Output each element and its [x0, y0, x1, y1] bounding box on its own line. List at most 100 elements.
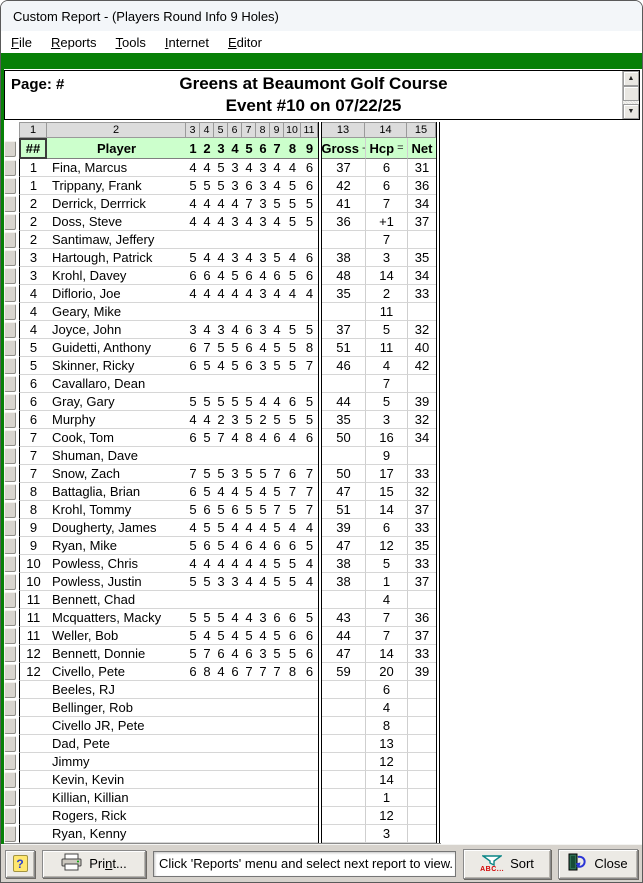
row-selector[interactable]: [4, 412, 16, 428]
menu-tools[interactable]: Tools: [115, 34, 146, 50]
row-selector[interactable]: [4, 250, 16, 266]
row-selector[interactable]: [4, 430, 16, 446]
scroll-up-icon[interactable]: [623, 71, 639, 86]
header-player-cell[interactable]: Player: [47, 138, 186, 159]
row-selector[interactable]: [4, 502, 16, 518]
table-row[interactable]: 2 Santimaw, Jeffery 7: [4, 231, 441, 249]
row-selector[interactable]: [4, 538, 16, 554]
sort-button[interactable]: ABC... Sort: [463, 848, 551, 879]
row-selector[interactable]: [4, 808, 16, 824]
row-selector[interactable]: [4, 178, 16, 194]
help-button[interactable]: ?: [5, 849, 35, 878]
table-row[interactable]: Dad, Pete 13: [4, 735, 441, 753]
row-selector[interactable]: [4, 268, 16, 284]
header-number-cell[interactable]: ##: [19, 138, 47, 159]
table-row[interactable]: Killian, Killian 1: [4, 789, 441, 807]
table-row[interactable]: Ryan, Kenny 3: [4, 825, 441, 843]
table-row[interactable]: Beeles, RJ 6: [4, 681, 441, 699]
row-selector[interactable]: [4, 322, 16, 338]
table-row[interactable]: Rogers, Rick 12: [4, 807, 441, 825]
row-selector[interactable]: [4, 304, 16, 320]
row-selector[interactable]: [4, 376, 16, 392]
menu-editor[interactable]: Editor: [227, 34, 262, 50]
row-selector[interactable]: [4, 610, 16, 626]
row-selector[interactable]: [4, 646, 16, 662]
row-selector[interactable]: [4, 682, 16, 698]
row-selector[interactable]: [4, 358, 16, 374]
header-hcp-cell[interactable]: Hcp =: [365, 138, 407, 159]
row-selector[interactable]: [4, 556, 16, 572]
row-selector[interactable]: [4, 592, 16, 608]
row-selector[interactable]: [4, 664, 16, 680]
row-selector[interactable]: [4, 520, 16, 536]
row-selector[interactable]: [4, 718, 16, 734]
row-selector[interactable]: [4, 574, 16, 590]
header-scrollbar[interactable]: [622, 71, 639, 119]
row-selector[interactable]: [4, 826, 16, 842]
row-selector[interactable]: [4, 790, 16, 806]
row-selector[interactable]: [4, 160, 16, 176]
table-row[interactable]: Bellinger, Rob 4: [4, 699, 441, 717]
row-selector[interactable]: [4, 394, 16, 410]
row-selector[interactable]: [4, 232, 16, 248]
row-selector[interactable]: [4, 214, 16, 230]
row-selector[interactable]: [4, 466, 16, 482]
row-selector[interactable]: [4, 140, 16, 157]
hole-score: [284, 717, 301, 734]
row-selector[interactable]: [4, 448, 16, 464]
row-selector[interactable]: [4, 286, 16, 302]
scrollbar-thumb[interactable]: [623, 86, 639, 101]
header-gross-cell[interactable]: Gross -: [321, 138, 366, 159]
row-selector[interactable]: [4, 484, 16, 500]
row-selector[interactable]: [4, 340, 16, 356]
table-row[interactable]: 4 Geary, Mike 11: [4, 303, 441, 321]
close-button[interactable]: Close: [558, 848, 638, 879]
row-selector[interactable]: [4, 196, 16, 212]
scroll-down-icon[interactable]: [623, 104, 639, 119]
row-selector[interactable]: [4, 736, 16, 752]
table-row[interactable]: Jimmy 12: [4, 753, 441, 771]
table-row[interactable]: Kevin, Kevin 14: [4, 771, 441, 789]
table-row[interactable]: Civello JR, Pete 8: [4, 717, 441, 735]
row-selector-gutter: [4, 483, 19, 501]
row-selector[interactable]: [4, 754, 16, 770]
print-button[interactable]: Print...: [42, 849, 146, 878]
menu-internet[interactable]: Internet: [164, 34, 209, 50]
menu-file[interactable]: File: [11, 34, 32, 50]
table-row[interactable]: 7 Shuman, Dave 9: [4, 447, 441, 465]
menu-reports[interactable]: Reports: [50, 34, 97, 50]
scrollbar-track[interactable]: [623, 101, 639, 104]
row-selector[interactable]: [4, 772, 16, 788]
table-row[interactable]: 11 Bennett, Chad 4: [4, 591, 441, 609]
row-selector[interactable]: [4, 700, 16, 716]
status-message-box[interactable]: Click 'Reports' menu and select next rep…: [153, 850, 456, 877]
header-net-cell[interactable]: Net: [407, 138, 436, 159]
table-row[interactable]: 6 Cavallaro, Dean 7: [4, 375, 441, 393]
row-selector[interactable]: [4, 628, 16, 644]
